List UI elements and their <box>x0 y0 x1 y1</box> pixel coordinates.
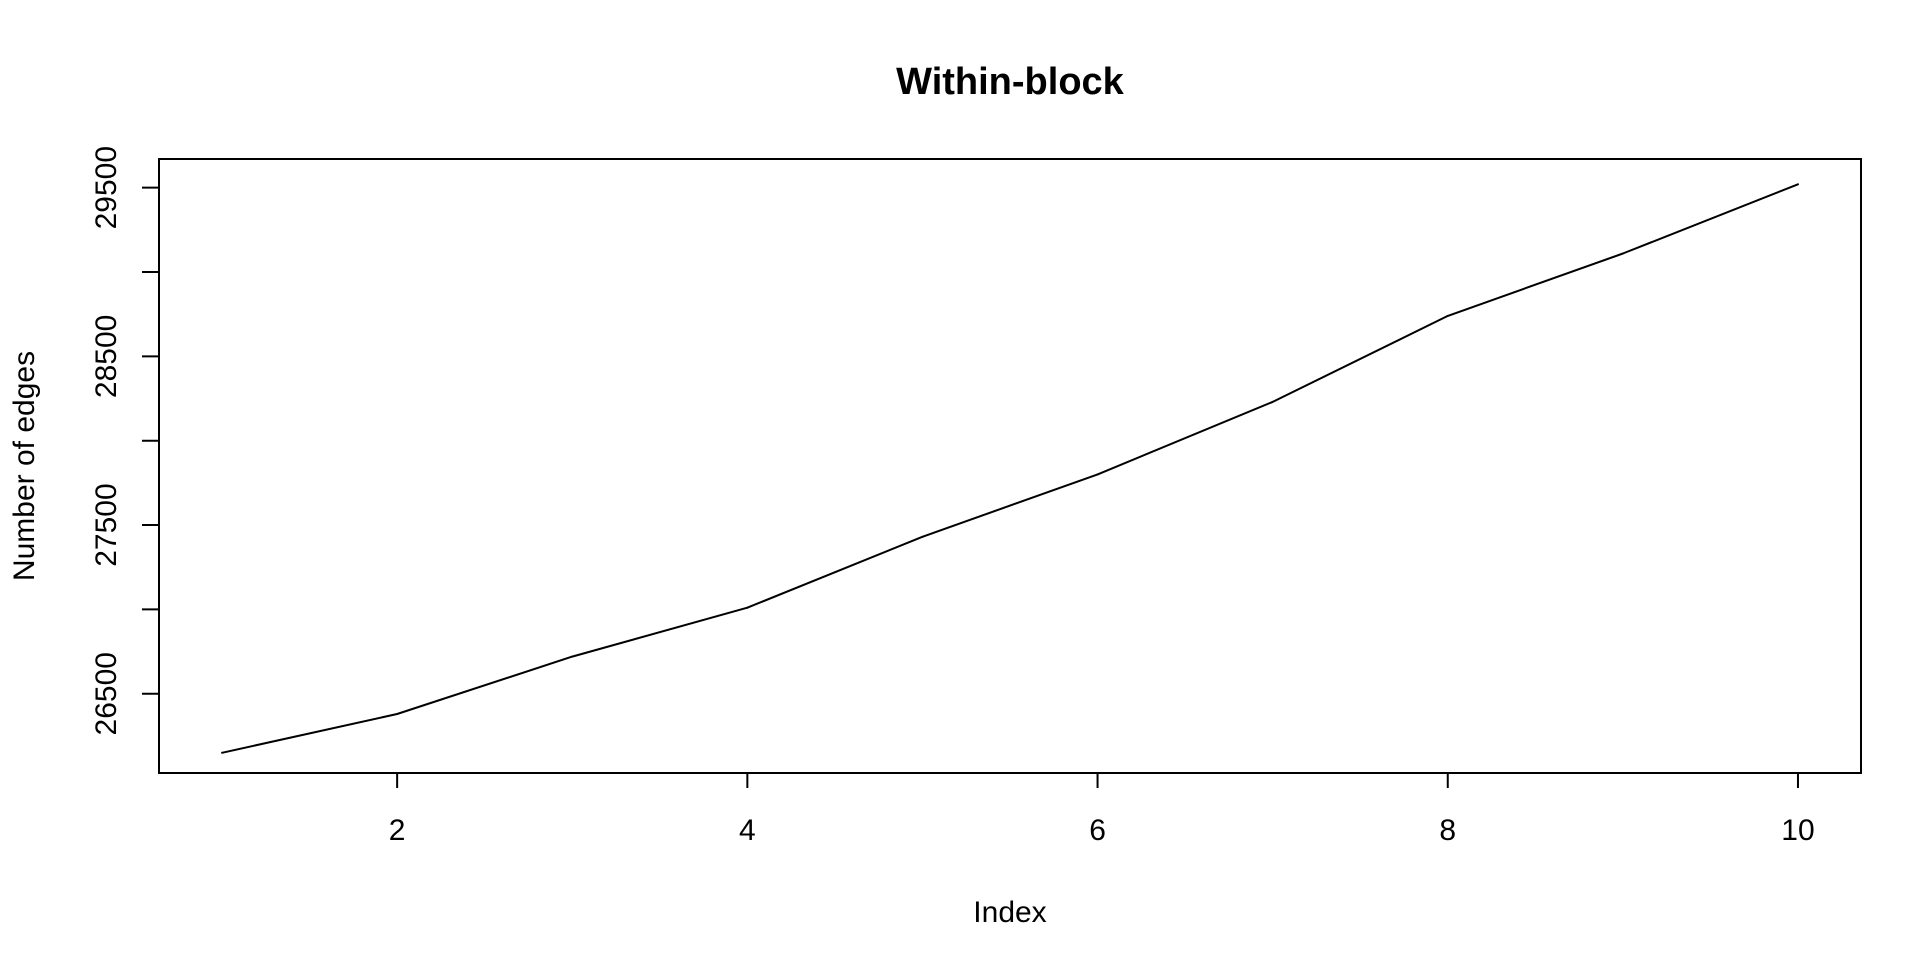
y-axis: 26500 27500 28500 29500 <box>90 146 160 735</box>
data-point <box>1096 473 1099 476</box>
y-tick-label: 27500 <box>90 483 123 566</box>
data-point <box>571 655 574 658</box>
data-point <box>746 606 749 609</box>
data-point <box>921 535 924 538</box>
x-tick-label: 2 <box>389 814 406 847</box>
series-line <box>221 183 1799 754</box>
x-axis-label: Index <box>973 896 1046 929</box>
data-point <box>1796 183 1799 186</box>
y-tick-label: 29500 <box>90 146 123 229</box>
data-points <box>221 183 1799 754</box>
plot-frame <box>158 158 1862 774</box>
data-point <box>1446 314 1449 317</box>
data-point <box>1271 400 1274 403</box>
x-tick-label: 10 <box>1781 814 1814 847</box>
data-point <box>396 712 399 715</box>
x-tick-label: 8 <box>1439 814 1456 847</box>
chart-title: Within-block <box>896 61 1124 103</box>
y-tick-label: 26500 <box>90 652 123 735</box>
x-tick-label: 6 <box>1089 814 1106 847</box>
data-point <box>1621 252 1624 255</box>
x-axis: 2 4 6 8 10 <box>389 772 1815 847</box>
y-axis-label: Number of edges <box>8 351 41 581</box>
y-tick-label: 28500 <box>90 315 123 398</box>
data-point <box>221 751 224 754</box>
x-tick-label: 4 <box>739 814 756 847</box>
